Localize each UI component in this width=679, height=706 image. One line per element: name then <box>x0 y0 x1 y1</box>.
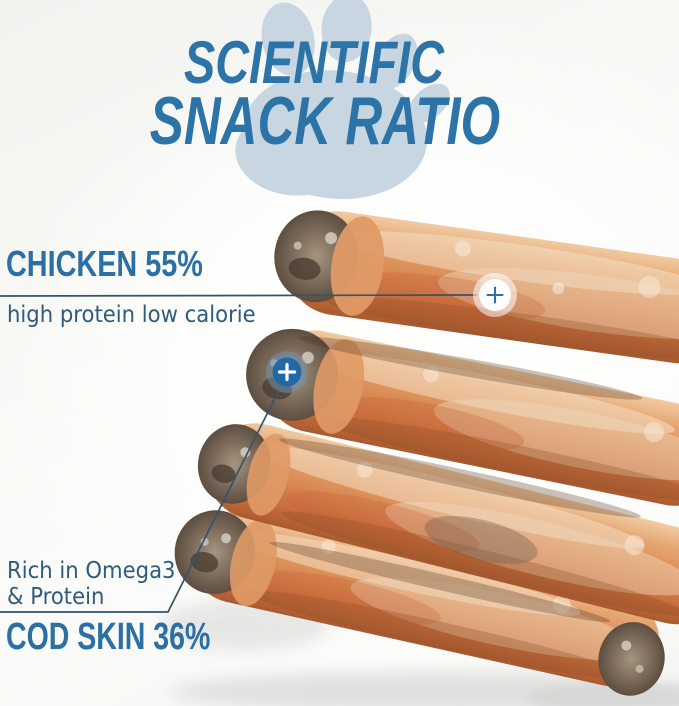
chicken-subtext: high protein low calorie <box>7 302 256 328</box>
treat-stick <box>197 423 679 625</box>
plus-icon[interactable] <box>266 351 308 393</box>
treat-stick <box>246 328 679 506</box>
title-line-2: SNACK RATIO <box>149 83 501 159</box>
cod-subtext-line2: & Protein <box>7 584 105 610</box>
cod-label: COD SKIN 36% <box>6 616 211 658</box>
stick-crevice-shadows <box>269 336 643 623</box>
treat-stick <box>274 210 679 364</box>
chicken-label: CHICKEN 55% <box>6 243 203 284</box>
cod-subtext-line1: Rich in Omega3 <box>7 558 176 584</box>
treat-stick <box>174 510 665 696</box>
ground-shadow <box>160 599 679 706</box>
title-line-1: SCIENTIFIC <box>183 29 445 96</box>
plus-icon[interactable] <box>473 273 517 317</box>
chicken-leader-line <box>0 294 478 297</box>
